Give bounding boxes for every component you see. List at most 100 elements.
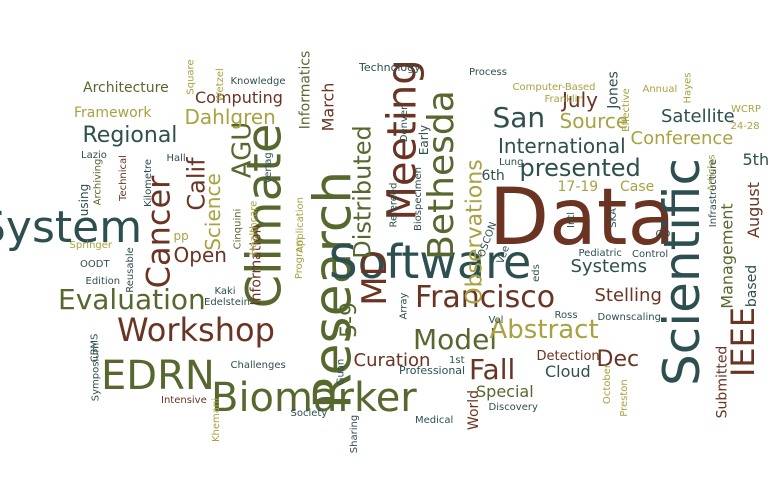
word-pediatric: Pediatric bbox=[578, 248, 622, 259]
word-biomarker: Biomarker bbox=[211, 375, 417, 421]
word-kilometre: Kilometre bbox=[143, 158, 155, 208]
word-professional: Professional bbox=[399, 363, 466, 377]
word-jones: Jones bbox=[605, 71, 622, 109]
word-august: August bbox=[744, 182, 763, 238]
word-wetzel: Wetzel bbox=[214, 68, 226, 102]
word-management: Management bbox=[717, 203, 737, 309]
word-san: San bbox=[492, 101, 546, 134]
word-intl: Intl bbox=[566, 212, 577, 228]
word-march: March bbox=[317, 82, 337, 132]
word-vol: Vol bbox=[488, 315, 504, 326]
word-co: CO bbox=[655, 229, 671, 240]
word-francisco: Francisco bbox=[415, 280, 556, 315]
word-cinquini: Cinquini bbox=[231, 208, 243, 250]
word-springer: Springer bbox=[69, 240, 113, 251]
word-presented: presented bbox=[519, 154, 641, 182]
word-ska: SKA bbox=[607, 208, 619, 228]
word-effective: Effective bbox=[620, 88, 632, 132]
word-satellite: Satellite bbox=[661, 106, 735, 127]
word-intensive: Intensive bbox=[161, 395, 207, 406]
word-discovery: Discovery bbox=[488, 402, 538, 413]
word-case: Case bbox=[620, 179, 655, 195]
word-archiving: Archiving bbox=[91, 158, 103, 206]
word-kaki: Kaki bbox=[214, 286, 236, 297]
word-software: Software bbox=[328, 235, 532, 289]
word-preston: Preston bbox=[618, 379, 630, 417]
word-framework: Framework bbox=[74, 105, 152, 121]
word-fall: Fall bbox=[469, 353, 516, 386]
word-special: Special bbox=[476, 382, 534, 401]
word-workshop: Workshop bbox=[117, 311, 275, 349]
word-guan: Guan bbox=[334, 358, 346, 386]
word-infrastructure: Infrastructure bbox=[708, 158, 720, 228]
word-control: Control bbox=[632, 249, 669, 260]
word-regional: Regional bbox=[82, 123, 178, 148]
word-cloud: Cloud bbox=[545, 362, 591, 381]
word-5th: 5th bbox=[742, 150, 770, 169]
word-hall: Hall bbox=[166, 153, 186, 164]
word-medical: Medical bbox=[415, 415, 454, 426]
word-verlag: Verlag bbox=[262, 152, 274, 184]
word-submitted: Submitted bbox=[713, 345, 730, 419]
word-society: Society bbox=[290, 408, 328, 419]
word-world: World bbox=[466, 389, 483, 431]
word-science: Science bbox=[200, 173, 225, 251]
word-systems: Systems bbox=[570, 256, 648, 277]
word-open: Open bbox=[173, 243, 227, 267]
word-technology: Technology bbox=[359, 60, 421, 74]
word-wcrp: WCRP bbox=[731, 104, 761, 115]
word-evaluation: Evaluation bbox=[58, 283, 206, 316]
word-array: Array bbox=[397, 292, 409, 320]
word-5-9: 5-9 bbox=[336, 302, 362, 338]
word-international: International bbox=[498, 134, 626, 158]
word-detection: Detection bbox=[536, 348, 600, 364]
word-annual: Annual bbox=[642, 84, 678, 95]
word-reusable: Reusable bbox=[124, 247, 136, 293]
word-denver: Denver bbox=[399, 105, 411, 143]
word-17-19: 17-19 bbox=[557, 179, 599, 195]
word-6th: 6th bbox=[481, 168, 505, 184]
word-knowledge: Knowledge bbox=[230, 76, 286, 87]
word-system: System bbox=[0, 202, 143, 253]
word-using: using bbox=[77, 183, 92, 217]
word-october: October bbox=[602, 363, 614, 405]
word-1st: 1st bbox=[449, 355, 465, 366]
word-sharing: Sharing bbox=[349, 414, 361, 454]
word-challenges: Challenges bbox=[230, 360, 286, 371]
word-lazio: Lazio bbox=[81, 150, 107, 161]
word-lung: Lung bbox=[499, 157, 524, 168]
word-dec: Dec bbox=[596, 347, 640, 372]
word-ross: Ross bbox=[554, 310, 578, 321]
word-early: Early bbox=[417, 124, 432, 156]
word-agu: AGU bbox=[226, 121, 257, 179]
word-process: Process bbox=[469, 67, 507, 78]
word-khemani: Khemani bbox=[211, 397, 223, 443]
word-oodt: OODT bbox=[80, 259, 110, 270]
word-24-28: 24-28 bbox=[730, 121, 760, 132]
word-edition: Edition bbox=[85, 276, 121, 287]
word-stelling: Stelling bbox=[594, 285, 662, 306]
word-conference: Conference bbox=[630, 128, 734, 149]
word-franklin: Franklin bbox=[544, 94, 584, 105]
word-scientific: Scientific bbox=[653, 157, 712, 387]
word-based: based bbox=[744, 264, 761, 308]
word-ieee: IEEE bbox=[724, 306, 763, 378]
word-informatics: Informatics bbox=[296, 50, 313, 130]
word-source: Source bbox=[559, 109, 629, 133]
word-dahlgren: Dahlgren bbox=[184, 105, 276, 129]
word-eds: eds bbox=[530, 264, 542, 282]
word-pp: pp bbox=[173, 229, 189, 243]
word-refereed: Refereed bbox=[387, 182, 399, 228]
word-curation: Curation bbox=[353, 350, 431, 371]
word-downscaling: Downscaling bbox=[597, 312, 661, 323]
word-program: Program bbox=[294, 236, 306, 280]
word-healthcare: Healthcare bbox=[247, 200, 259, 256]
word-square: Square bbox=[185, 59, 197, 95]
word-technical: Technical bbox=[117, 155, 129, 201]
word-abstract: Abstract bbox=[489, 315, 599, 345]
word-data: Data bbox=[489, 173, 676, 263]
word-hayes: Hayes bbox=[681, 72, 693, 104]
word-architecture: Architecture bbox=[83, 80, 169, 96]
word-edelstein: Edelstein bbox=[204, 297, 250, 308]
word-symposium: Symposium bbox=[89, 342, 101, 402]
